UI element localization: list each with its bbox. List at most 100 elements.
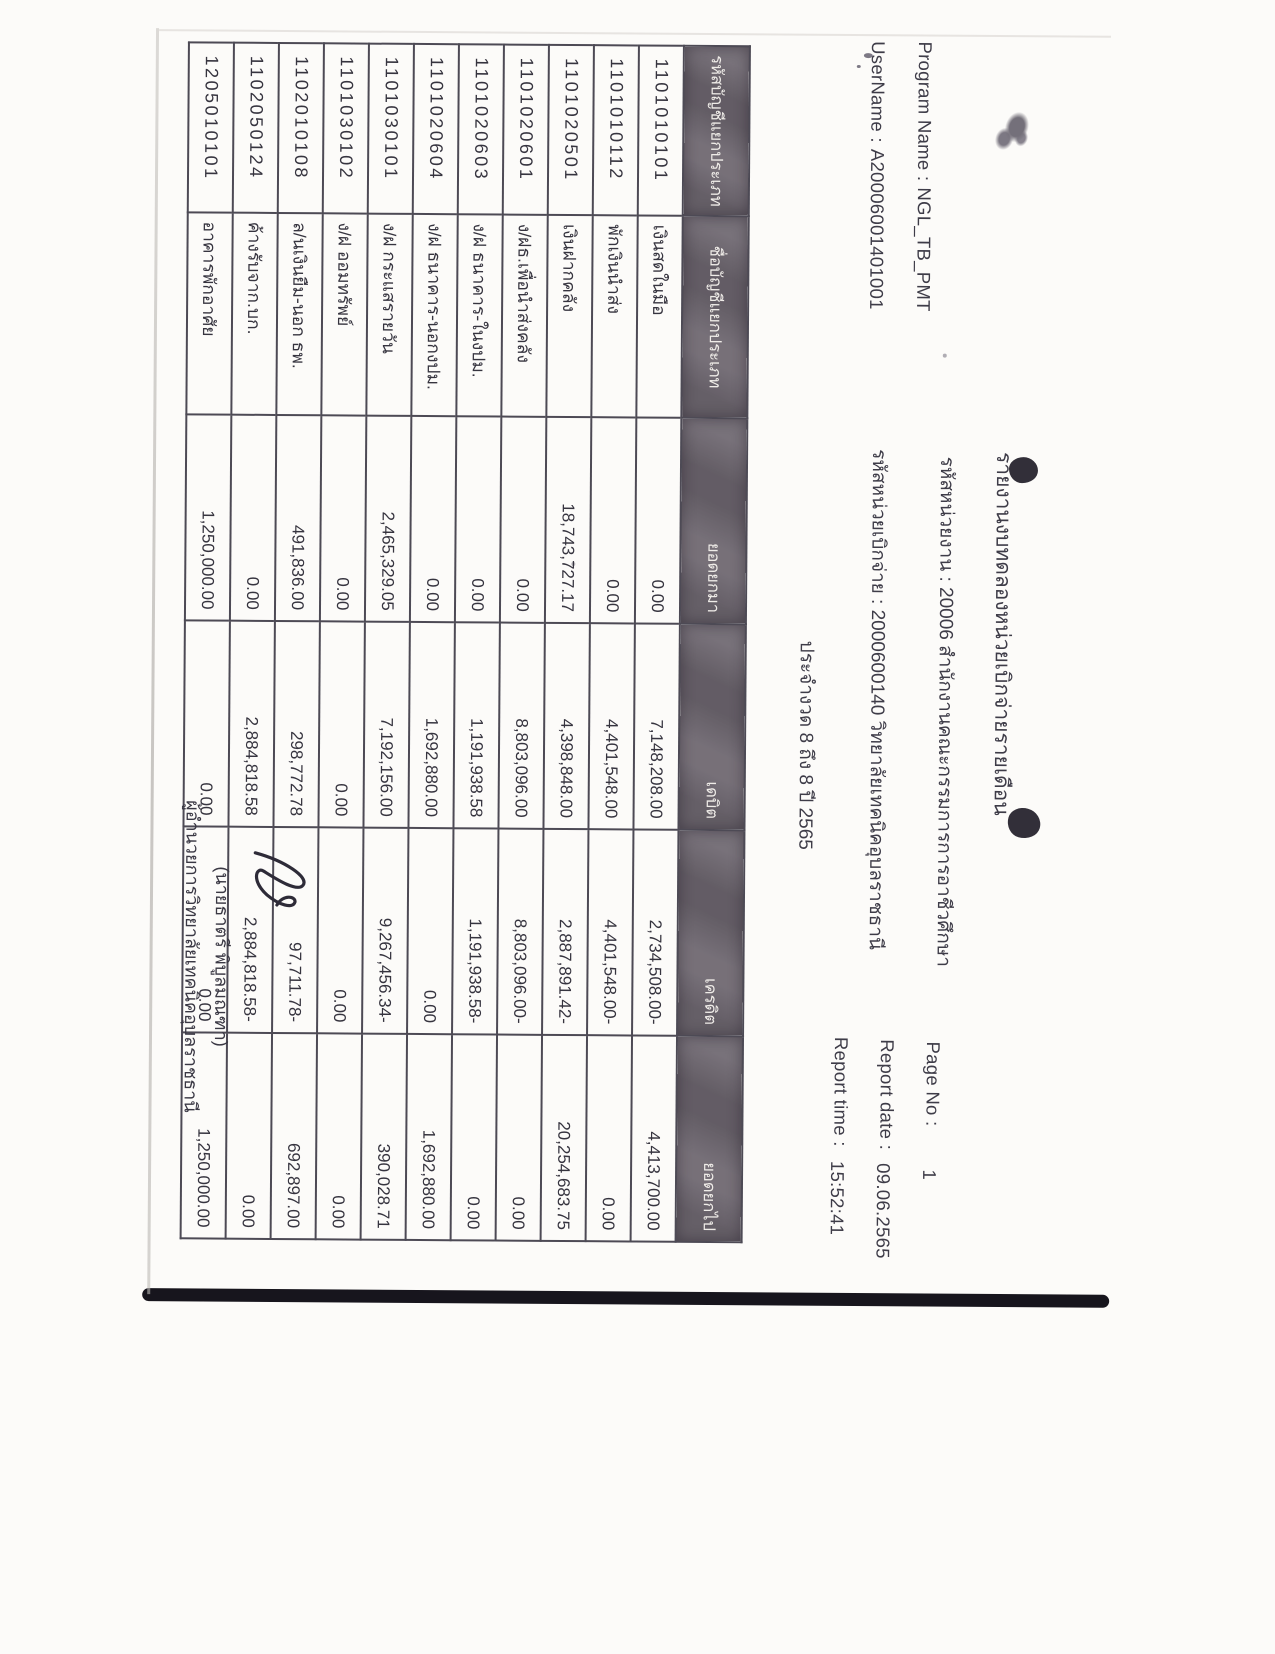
cell-account-name: ล/นเงินยืม-นอก ธพ. [276, 212, 323, 416]
cell-account-name: ง/ฝ ธนาคาร-นอกงปม. [411, 213, 458, 417]
report-title: รายงานงบทดลองหน่วยเบิกจ่ายรายเดือน [989, 451, 1016, 816]
page-no-value: 1 [919, 1169, 941, 1181]
cell-account-name: เงินฝากคลัง [546, 214, 593, 418]
cell-ending-balance: 1,692,880.00 [405, 1033, 453, 1241]
cell-debit: 1,191,938.58 [453, 622, 500, 829]
report-date-label: Report date : [876, 1039, 899, 1151]
table-row: 1101020501 เงินฝากคลัง 18,743,727.17 4,3… [540, 44, 594, 1242]
report-time-value: 15:52:41 [826, 1160, 849, 1236]
cell-opening-balance: 0.00 [499, 416, 547, 623]
table-row: 1101030101 ง/ฝ กระแสรายวัน 2,465,329.05 … [360, 43, 414, 1240]
cell-account-name: ง/ฝ กระแสรายวัน [366, 213, 413, 416]
cell-opening-balance: 0.00 [319, 415, 367, 622]
cell-account-code: 1101020601 [502, 44, 549, 215]
table-row: 1102010108 ล/นเงินยืม-นอก ธพ. 491,836.00… [270, 42, 324, 1240]
cell-ending-balance: 0.00 [315, 1033, 363, 1240]
col-header-opening-balance: ยอดยกมา [679, 417, 748, 625]
signatory-position: ผู้อำนวยการวิทยาลัยเทคนิคอุบลราชธานี [180, 800, 203, 1113]
cell-credit: 0.00 [317, 827, 364, 1034]
cell-debit: 4,401,548.00 [588, 623, 635, 830]
cell-ending-balance: 20,254,683.75 [540, 1034, 588, 1242]
username-label: UserName : [867, 41, 889, 143]
program-name-label: Program Name : [913, 41, 936, 182]
cell-account-code: 1101020501 [547, 44, 594, 216]
page-no-label: Page No : [922, 1041, 944, 1127]
col-header-account-code: รหัสบัญชีแยกประเภท [682, 45, 750, 217]
agency-line: รหัสหน่วยงาน : 20006 สำนักงานคณะกรรมการก… [932, 456, 958, 968]
cell-account-code: 1101030102 [322, 43, 369, 214]
table-body: 1101010101 เงินสดในมือ 0.00 7,148,208.00… [180, 42, 684, 1242]
page-edge-shadow [142, 1288, 1110, 1308]
cell-opening-balance: 2,465,329.05 [364, 415, 412, 622]
cell-debit: 4,398,848.00 [543, 622, 590, 830]
col-header-credit: เครดิต [677, 829, 745, 1037]
table-header-row: รหัสบัญชีแยกประเภท ชื่อบัญชีแยกประเภท ยอ… [675, 45, 750, 1243]
cell-ending-balance: 0.00 [450, 1034, 498, 1241]
cell-ending-balance: 4,413,700.00 [630, 1035, 678, 1242]
scan-speck [856, 65, 861, 69]
cell-opening-balance: 0.00 [589, 417, 637, 624]
cell-account-name: อาคารพักอาศัย [186, 212, 233, 415]
scan-speck [942, 353, 947, 358]
cell-opening-balance: 0.00 [454, 416, 502, 623]
page-edge-line [147, 28, 160, 1295]
cell-account-name: ง/ฝ ธนาคาร-ในงปม. [456, 214, 503, 417]
cell-credit: 9,267,456.34- [362, 827, 409, 1034]
cell-ending-balance: 390,028.71 [360, 1033, 408, 1240]
program-name-line: Program Name : NGL_TB_PMT [912, 41, 936, 311]
cell-debit: 298,772.78 [273, 620, 320, 828]
report-date-value: 09.06.2565 [872, 1163, 895, 1259]
cell-account-name: ง/ฝธ.เพื่อนำส่งคลัง [501, 214, 548, 417]
cell-account-code: 1102050124 [232, 42, 279, 213]
cell-credit: 0.00 [407, 827, 454, 1035]
cell-credit: 2,887,891.42- [542, 828, 589, 1036]
cell-debit: 1,692,880.00 [408, 621, 455, 829]
trial-balance-table: รหัสบัญชีแยกประเภท ชื่อบัญชีแยกประเภท ยอ… [180, 41, 751, 1243]
col-header-account-name: ชื่อบัญชีแยกประเภท [681, 215, 749, 419]
handwritten-signature [253, 851, 306, 908]
cell-ending-balance: 692,897.00 [270, 1032, 318, 1240]
cell-account-name: เงินสดในมือ [636, 215, 683, 418]
cell-debit: 8,803,096.00 [498, 622, 545, 829]
table-row: 1101010112 พักเงินนำส่ง 0.00 4,401,548.0… [585, 45, 639, 1242]
cell-account-name: ค้างรับจาก.บก. [231, 212, 278, 415]
cell-credit: 2,734,508.00- [632, 829, 679, 1036]
cell-debit: 7,148,208.00 [633, 623, 680, 830]
signatory-name: (นายธาตรี พิบูลมณฑา) [210, 866, 233, 1047]
report-time-label: Report time : [830, 1036, 853, 1147]
table-row: 1101020601 ง/ฝธ.เพื่อนำส่งคลัง 0.00 8,80… [495, 44, 549, 1241]
ink-smudge [980, 99, 1042, 165]
cell-opening-balance: 1,250,000.00 [184, 414, 232, 621]
cell-opening-balance: 0.00 [634, 417, 682, 624]
cell-account-code: 1102010108 [277, 42, 324, 214]
cell-account-name: ง/ฝ ออมทรัพย์ [321, 213, 368, 416]
period-line: ประจำงวด 8 ถึง 8 ปี 2565 [794, 640, 817, 850]
username-line: UserName : A20006001401001 [865, 41, 889, 310]
cell-debit: 7,192,156.00 [363, 621, 410, 828]
cell-opening-balance: 0.00 [409, 415, 457, 623]
cell-account-code: 1101020604 [412, 43, 459, 215]
page-edge-line [159, 29, 1112, 38]
cell-opening-balance: 18,743,727.17 [544, 416, 592, 624]
program-name-value: NGL_TB_PMT [913, 187, 935, 312]
table-row: 1101030102 ง/ฝ ออมทรัพย์ 0.00 0.00 0.00 … [315, 43, 369, 1240]
cell-ending-balance: 0.00 [495, 1034, 543, 1241]
username-value: A20006001401001 [866, 148, 889, 310]
cell-opening-balance: 0.00 [229, 414, 277, 621]
cell-debit: 0.00 [318, 621, 365, 828]
cell-credit: 4,401,548.00- [587, 829, 634, 1036]
cell-opening-balance: 491,836.00 [274, 414, 322, 622]
cell-credit: 1,191,938.58- [452, 828, 499, 1035]
paying-unit-line: รหัสหน่วยเบิกจ่าย : 2000600140 วิทยาลัยเ… [864, 449, 890, 950]
cell-account-code: 1101020603 [457, 44, 504, 215]
table-row: 1101020604 ง/ฝ ธนาคาร-นอกงปม. 0.00 1,692… [405, 43, 459, 1241]
cell-credit: 8,803,096.00- [497, 828, 544, 1035]
cell-account-code: 1101010101 [637, 45, 684, 216]
cell-ending-balance: 0.00 [585, 1035, 633, 1242]
table-row: 1101020603 ง/ฝ ธนาคาร-ในงปม. 0.00 1,191,… [450, 44, 504, 1241]
table-row: 1101010101 เงินสดในมือ 0.00 7,148,208.00… [630, 45, 684, 1242]
cell-account-code: 1101010112 [592, 45, 639, 216]
col-header-ending-balance: ยอดยกไป [675, 1035, 744, 1243]
